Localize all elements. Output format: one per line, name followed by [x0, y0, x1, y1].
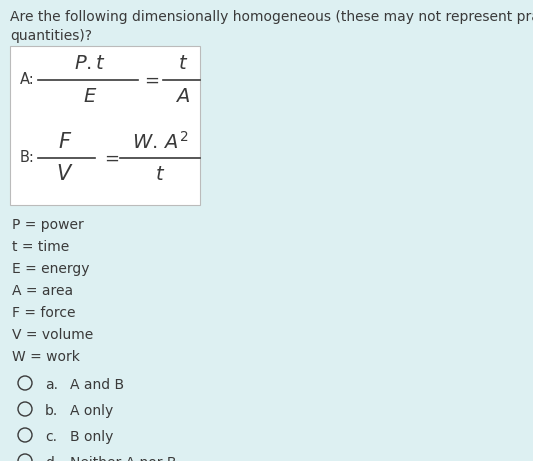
Text: $P.t$: $P.t$ [74, 54, 106, 73]
Text: $A$: $A$ [175, 87, 190, 106]
FancyBboxPatch shape [10, 46, 200, 205]
Text: $t$: $t$ [178, 54, 188, 73]
Text: A and B: A and B [70, 378, 124, 392]
Text: P = power: P = power [12, 218, 84, 232]
Text: W = work: W = work [12, 350, 80, 364]
Text: d.: d. [45, 456, 58, 461]
Text: Are the following dimensionally homogeneous (these may not represent practical p: Are the following dimensionally homogene… [10, 10, 533, 43]
Text: b.: b. [45, 404, 58, 418]
Text: $W.\,A^2$: $W.\,A^2$ [132, 131, 188, 153]
Text: c.: c. [45, 430, 57, 444]
Text: A:: A: [20, 72, 35, 88]
Text: a.: a. [45, 378, 58, 392]
Text: B only: B only [70, 430, 114, 444]
Text: A = area: A = area [12, 284, 73, 298]
Text: B:: B: [20, 150, 35, 165]
Text: V = volume: V = volume [12, 328, 93, 342]
Text: A only: A only [70, 404, 113, 418]
Text: $V$: $V$ [56, 164, 74, 184]
Text: F = force: F = force [12, 306, 76, 320]
Text: $t$: $t$ [155, 165, 165, 183]
Text: $F$: $F$ [58, 132, 72, 152]
Text: $=$: $=$ [141, 71, 159, 89]
Text: Neither A nor B: Neither A nor B [70, 456, 176, 461]
Text: $=$: $=$ [101, 149, 119, 167]
Text: $E$: $E$ [83, 87, 97, 106]
Text: t = time: t = time [12, 240, 69, 254]
Text: E = energy: E = energy [12, 262, 90, 276]
